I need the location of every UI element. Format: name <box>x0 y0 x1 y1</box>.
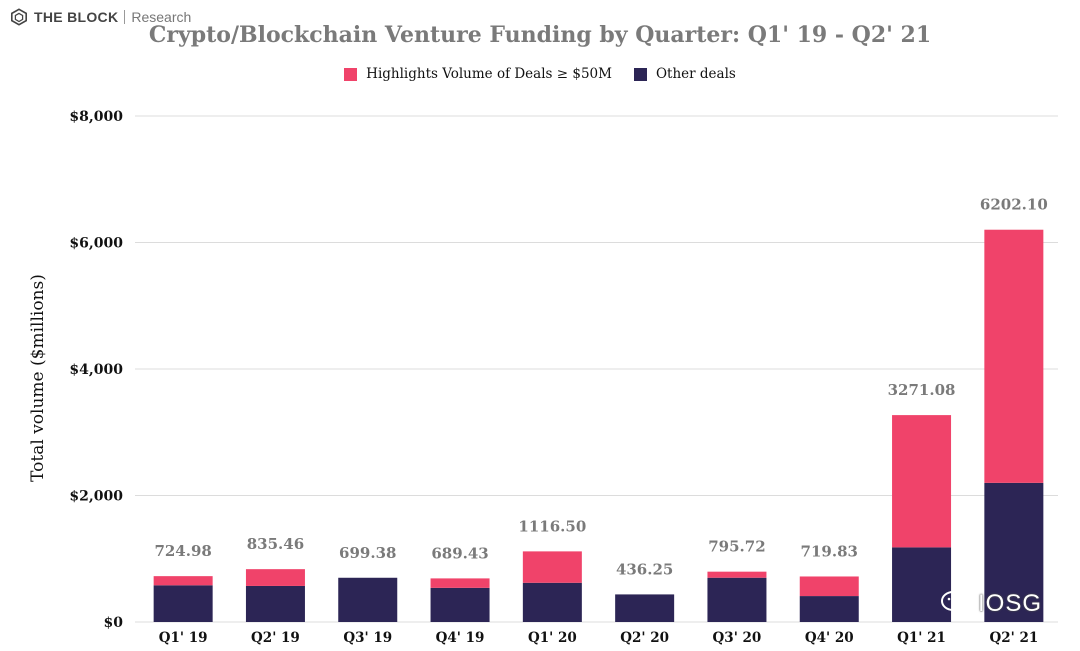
bar-highlights <box>430 578 490 588</box>
y-tick-label: $0 <box>104 615 124 631</box>
bar-total-label: 436.25 <box>616 560 673 578</box>
bar-total-label: 719.83 <box>801 542 858 560</box>
x-tick-label: Q2' 21 <box>989 630 1038 646</box>
bar-other-deals <box>245 585 305 622</box>
bar-total-label: 3271.08 <box>888 381 956 399</box>
watermark-text: IOSG <box>978 590 1043 617</box>
brand: THE BLOCK Research <box>10 8 191 26</box>
bar-highlights <box>799 576 859 597</box>
legend: Highlights Volume of Deals ≥ $50M Other … <box>0 66 1080 82</box>
bar-total-label: 724.98 <box>154 542 211 560</box>
brand-name: THE BLOCK <box>34 9 119 25</box>
bar-other-deals <box>615 594 675 622</box>
x-tick-label: Q2' 20 <box>620 630 669 646</box>
y-tick-label: $6,000 <box>69 236 123 252</box>
bar-other-deals <box>430 587 490 622</box>
x-tick-label: Q1' 19 <box>159 630 208 646</box>
brand-subtitle: Research <box>131 9 192 25</box>
x-tick-label: Q4' 20 <box>805 630 854 646</box>
bar-highlights <box>522 551 582 583</box>
bar-highlights <box>707 571 767 578</box>
chart-title: Crypto/Blockchain Venture Funding by Qua… <box>148 22 932 48</box>
bar-total-label: 795.72 <box>708 538 765 556</box>
x-tick-label: Q2' 19 <box>251 630 300 646</box>
y-tick-label: $4,000 <box>69 362 123 378</box>
bar-other-deals <box>984 482 1044 622</box>
bar-highlights <box>984 229 1044 483</box>
x-tick-label: Q1' 21 <box>897 630 946 646</box>
y-tick-label: $8,000 <box>69 109 123 125</box>
legend-item-highlights: Highlights Volume of Deals ≥ $50M <box>344 66 612 82</box>
bar-other-deals <box>707 577 767 622</box>
legend-label-other: Other deals <box>655 66 736 82</box>
x-tick-label: Q3' 20 <box>713 630 762 646</box>
bar-total-label: 835.46 <box>247 535 304 553</box>
bar-total-label: 1116.50 <box>518 517 586 535</box>
x-tick-label: Q3' 19 <box>343 630 392 646</box>
bar-other-deals <box>892 547 952 622</box>
legend-item-other: Other deals <box>633 66 736 82</box>
bar-other-deals <box>799 596 859 622</box>
x-tick-label: Q4' 19 <box>436 630 485 646</box>
bar-total-label: 689.43 <box>431 544 488 562</box>
bar-total-label: 6202.10 <box>980 196 1048 214</box>
y-tick-label: $2,000 <box>69 489 123 505</box>
legend-swatch-highlights <box>344 67 358 81</box>
bar-total-label: 699.38 <box>339 544 396 562</box>
cube-logo-icon <box>10 8 28 26</box>
brand-divider <box>124 10 126 24</box>
bar-highlights <box>892 415 952 548</box>
bar-other-deals <box>153 585 213 622</box>
wechat-icon <box>941 591 972 616</box>
bar-other-deals <box>338 577 398 622</box>
bar-highlights <box>245 569 305 586</box>
bar-other-deals <box>522 582 582 622</box>
x-tick-label: Q1' 20 <box>528 630 577 646</box>
watermark: IOSG <box>940 590 1042 618</box>
legend-swatch-other <box>633 67 647 81</box>
bar-highlights <box>153 576 213 586</box>
legend-label-highlights: Highlights Volume of Deals ≥ $50M <box>366 66 612 82</box>
